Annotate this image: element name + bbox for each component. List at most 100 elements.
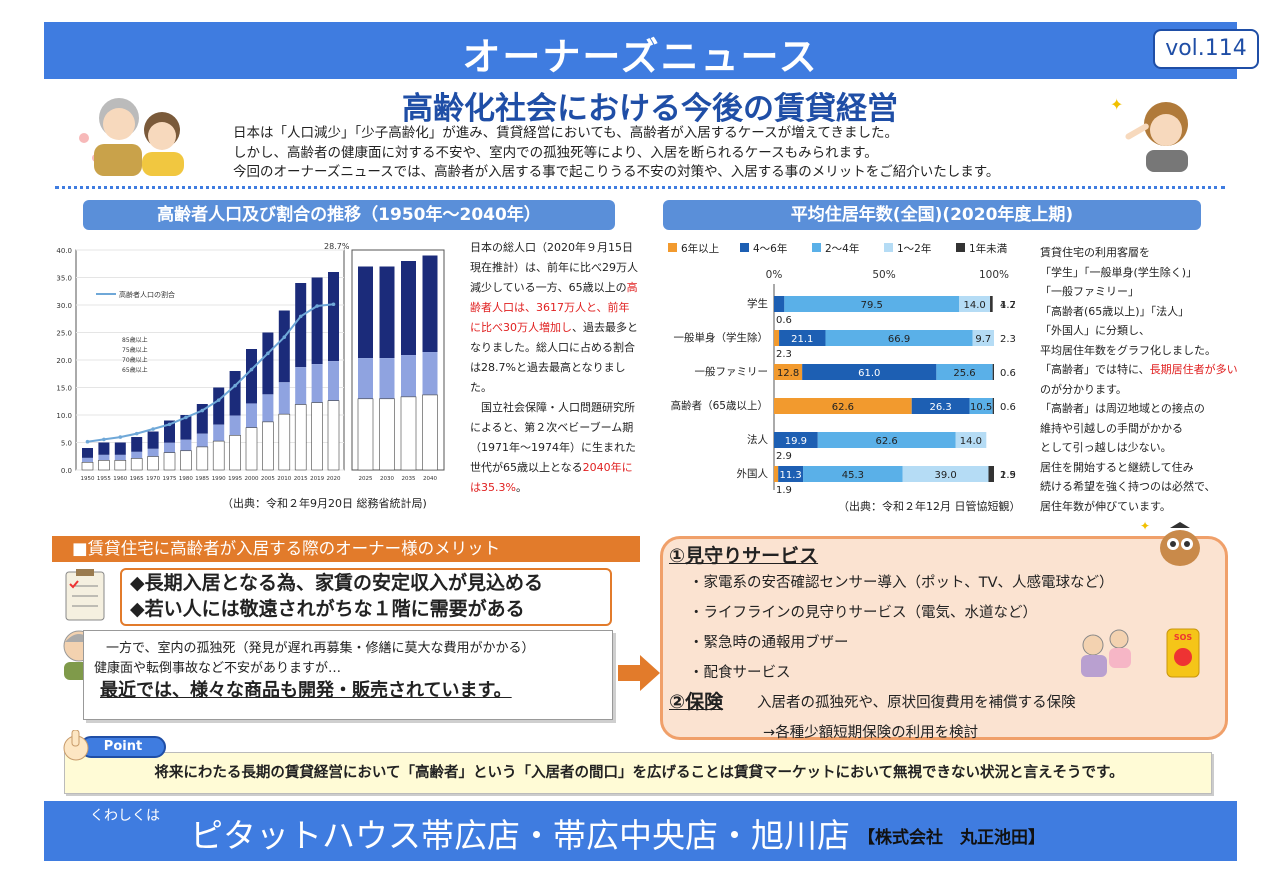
- intro-line-1: 日本は「人口減少」「少子高齢化」が進み、賃貸経営においても、高齢者が入居するケー…: [233, 125, 899, 141]
- svg-text:SOS: SOS: [1174, 633, 1193, 642]
- right-section-title: 平均住居年数(全国)(2020年度上期): [663, 200, 1201, 230]
- population-description: 日本の総人口（2020年９月15日現在推計）は、前年に比べ29万人減少している一…: [470, 238, 640, 498]
- bar-segment-65plus: [98, 460, 110, 471]
- bar-segment: [911, 398, 970, 414]
- bar-data-label: 39.0: [934, 470, 956, 481]
- bar-segment-85plus: [401, 261, 416, 356]
- legend-label: 85歳以上: [122, 336, 148, 344]
- x-tick-label: 1980: [179, 476, 193, 482]
- service-item-3: ・緊急時の通報用ブザー: [689, 635, 849, 651]
- bar-segment: [774, 364, 803, 380]
- period: 。: [515, 481, 527, 494]
- bar-segment: [778, 466, 804, 482]
- bar-segment: [902, 466, 989, 482]
- caregiver-icon: [1081, 629, 1131, 677]
- service-item-2: ・ライフラインの見守りサービス（電気、水道など）: [689, 605, 1037, 621]
- bar-segment-85plus: [114, 442, 126, 455]
- benefit-heading: ■賃貸住宅に高齢者が入居する際のオーナー様のメリット: [52, 536, 640, 562]
- bar-segment-65plus: [180, 450, 192, 471]
- y-tick-label: 20.0: [56, 357, 72, 365]
- res-text-a: 「高齢者」では特に、: [1040, 363, 1150, 376]
- bar-data-label: 61.0: [858, 368, 880, 379]
- x-tick-label: 1955: [97, 476, 111, 482]
- bar-data-label: 1.9: [1000, 470, 1016, 481]
- bar-segment-85plus: [379, 266, 395, 359]
- watch-service-heading: ①見守りサービス: [669, 545, 819, 567]
- bar-segment-65plus: [196, 446, 209, 471]
- bar-segment-65plus: [294, 404, 307, 471]
- bar-data-label: 0.6: [1000, 368, 1016, 379]
- bar-segment-75plus: [358, 358, 373, 399]
- bar-segment-85plus: [98, 442, 110, 455]
- legend-label: 4～6年: [753, 242, 787, 255]
- ratio-point: [298, 314, 303, 319]
- axis-tick-label: 50%: [872, 269, 895, 281]
- x-tick-label: 2035: [402, 476, 416, 482]
- legend-swatch: [884, 243, 893, 252]
- bar-segment: [992, 398, 994, 414]
- left-source: （出典：令和２年9月20日 総務省統計局): [222, 497, 427, 510]
- bar-segment-75plus: [262, 394, 274, 422]
- bar-segment-75plus: [246, 403, 257, 428]
- bar-data-label: 9.7: [975, 334, 991, 345]
- bar-segment-75plus: [295, 367, 307, 405]
- bar-small-label: 2.3: [776, 349, 792, 360]
- y-tick-label: 40.0: [56, 247, 72, 255]
- population-chart: 0.0 5.0 10.0 15.0 20.0 25.0 30.0 35.0 40.0 28.7% 1…: [56, 242, 445, 482]
- bar-segment-65plus: [262, 421, 274, 471]
- bar-segment-75plus: [311, 364, 323, 403]
- bar-data-label: 45.3: [842, 470, 864, 481]
- bar-data-label: 79.5: [861, 300, 883, 311]
- res-text2-5: 居住年数が伸びています。: [1040, 499, 1171, 513]
- bar-data-label: 4.7: [1000, 300, 1016, 311]
- ratio-point: [151, 427, 155, 431]
- category-label: 法人: [747, 433, 768, 446]
- benefit-item-1: ◆長期入居となる為、家賃の安定収入が見込める: [130, 572, 544, 594]
- legend-swatch: [740, 243, 749, 252]
- bar-segment-65plus: [327, 400, 340, 471]
- res-text-0: 賃貸住宅の利用客層を: [1040, 246, 1150, 259]
- bar-segment: [803, 466, 903, 482]
- res-text-highlight: 「高齢者」では特に、長期居住者が多いのが分かります。: [1040, 360, 1240, 399]
- footer-banner: くわしくは ピタットハウス帯広店・帯広中央店・旭川店 【株式会社 丸正池田】: [44, 801, 1237, 861]
- bar-segment: [774, 466, 779, 482]
- ratio-point: [102, 437, 106, 442]
- residence-years-chart: 6年以上 4～6年 2～4年 1～2年 1年未満 0% 50% 100% 学生 4.7 79.5 14…: [668, 242, 1016, 496]
- bar-segment-85plus: [196, 404, 208, 434]
- bar-segment-75plus: [229, 415, 241, 436]
- res-text-b: のが分かります。: [1040, 382, 1127, 396]
- bar-segment-75plus: [147, 448, 159, 457]
- services-box: ①見守りサービス ・家電系の安否確認センサー導入（ポット、TV、人感電球など） …: [660, 536, 1228, 741]
- x-tick-label: 2040: [423, 476, 437, 482]
- point-text: 将来にわたる長期の賃貸経営において「高齢者」という「入居者の間口」を広げることは…: [154, 765, 1124, 781]
- legend-label: 1～2年: [897, 242, 931, 255]
- bar-segment-65plus: [163, 452, 176, 471]
- bar-segment-75plus: [114, 454, 126, 461]
- bar-data-label: 19.9: [785, 436, 807, 447]
- ratio-line: [87, 303, 334, 443]
- bar-segment: [774, 432, 818, 448]
- bar-segment-75plus: [328, 361, 339, 401]
- bar-segment-75plus: [278, 382, 290, 415]
- bar-segment: [802, 364, 937, 380]
- bar-segment-85plus: [278, 310, 290, 383]
- x-tick-label: 1990: [212, 476, 226, 482]
- volume-badge: vol.114: [1153, 29, 1259, 69]
- service-item-4: ・配食サービス: [689, 665, 791, 681]
- res-text-2: 「一般ファミリー」: [1040, 285, 1139, 298]
- x-tick-label: 1950: [81, 476, 95, 482]
- bar-data-label: 0.6: [1000, 402, 1016, 413]
- y-tick-label: 30.0: [56, 302, 72, 310]
- bar-segment-75plus: [98, 454, 110, 461]
- category-label: 高齢者（65歳以上）: [671, 399, 768, 412]
- bar-data-label: 2.5: [1000, 470, 1016, 481]
- bar-segment-65plus: [245, 427, 258, 471]
- service-item-1: ・家電系の安否確認センサー導入（ポット、TV、人感電球など）: [689, 575, 1114, 591]
- bar-segment-65plus: [212, 440, 225, 471]
- res-text2-2: として引っ越しは少ない。: [1040, 441, 1172, 454]
- bar-small-label: 1.9: [776, 485, 792, 496]
- y-tick-label: 25.0: [56, 330, 72, 338]
- x-tick-label: 2015: [294, 476, 308, 482]
- pop-text-red-1: 高齢者人口は、3617万人と、前年に比べ30万人増加し: [470, 281, 638, 334]
- bar-data-label: 11.3: [779, 470, 801, 481]
